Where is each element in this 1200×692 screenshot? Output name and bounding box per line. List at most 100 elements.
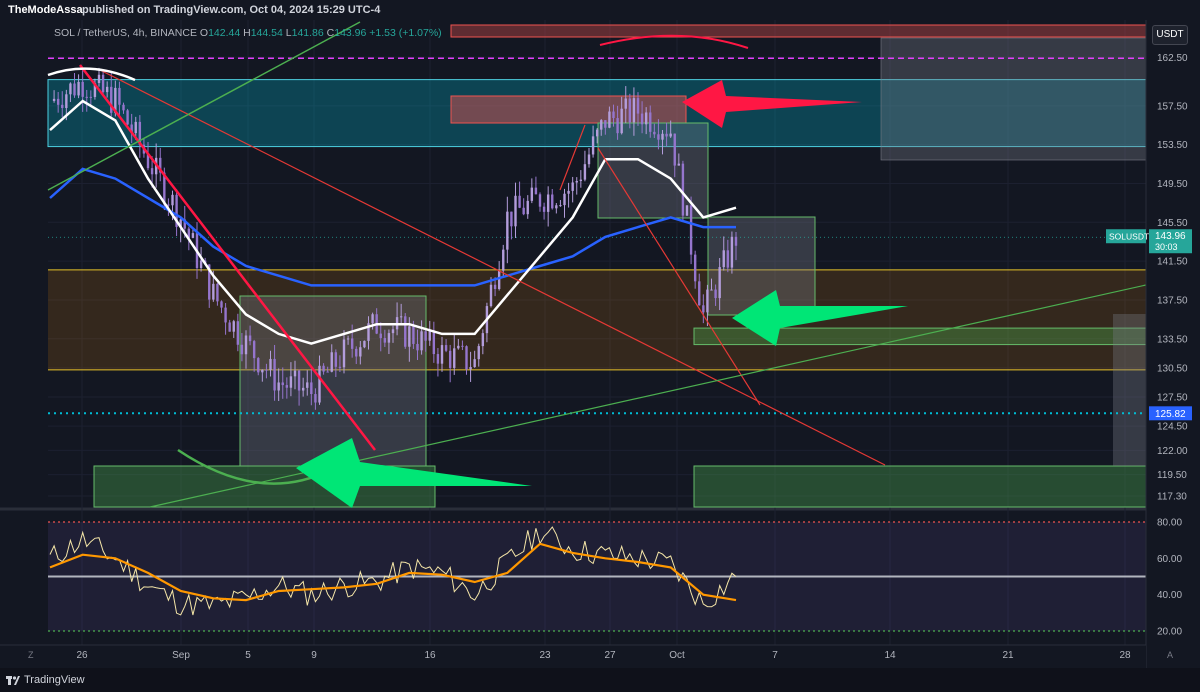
candle-body xyxy=(220,301,223,308)
auto-scale-toggle[interactable]: A xyxy=(1167,650,1173,660)
price-tick-label: 157.50 xyxy=(1157,101,1188,112)
candle-body xyxy=(595,129,599,137)
candle-body xyxy=(432,330,436,355)
open-value: 142.44 xyxy=(208,27,241,39)
open-label: O xyxy=(199,27,209,39)
candle-body xyxy=(159,157,162,173)
candle-body xyxy=(277,382,280,391)
close-value: 143.96 xyxy=(334,27,367,39)
candle-body xyxy=(350,338,354,349)
price-axis[interactable] xyxy=(1146,20,1200,668)
candle-body xyxy=(653,131,656,135)
candle-body xyxy=(481,333,485,347)
candle-body xyxy=(179,219,182,227)
candle-body xyxy=(469,367,472,370)
candle-body xyxy=(636,98,640,114)
candle-body xyxy=(681,163,685,216)
candle-body xyxy=(583,164,587,180)
candle-body xyxy=(306,382,309,388)
candle-body xyxy=(289,376,293,388)
brand-name[interactable]: TradingView xyxy=(24,674,85,686)
candle-body xyxy=(526,200,529,215)
publish-info: published on TradingView.com, Oct 04, 20… xyxy=(82,4,381,16)
candle-body xyxy=(453,348,456,368)
range-box xyxy=(1113,314,1146,466)
candle-body xyxy=(685,205,689,216)
candle-body xyxy=(722,250,725,268)
highlight-curve xyxy=(47,67,136,82)
candle-body xyxy=(591,136,595,155)
candle-body xyxy=(326,371,329,373)
candle-body xyxy=(420,331,423,351)
currency-button[interactable]: USDT xyxy=(1152,25,1188,45)
time-tick-label: 26 xyxy=(76,650,88,661)
candle-body xyxy=(383,338,387,343)
candle-body xyxy=(534,187,538,195)
drawings xyxy=(47,21,1147,508)
publish-header: TheModeAssa published on TradingView.com,… xyxy=(0,0,1200,20)
candle-body xyxy=(105,86,109,93)
time-axis-labels: 26 Sep 5 9 16 23 27 Oct 7 14 21 28 xyxy=(76,650,1131,661)
candle-body xyxy=(81,81,84,97)
candle-body xyxy=(538,194,542,207)
candle-body xyxy=(718,267,721,299)
candle-body xyxy=(665,133,668,137)
candle-body xyxy=(620,108,623,134)
candle-body xyxy=(698,281,701,306)
candle-body xyxy=(97,74,101,83)
high-value: 144.54 xyxy=(250,27,283,39)
candle-body xyxy=(252,341,256,359)
candle-body xyxy=(273,358,276,391)
candle-body xyxy=(56,98,60,105)
candle-body xyxy=(546,194,550,212)
red-arrow xyxy=(682,80,862,128)
candle-body xyxy=(163,172,166,205)
candle-body xyxy=(542,206,546,212)
time-axis[interactable] xyxy=(0,645,1146,668)
price-tick-label: 162.50 xyxy=(1157,53,1188,64)
candle-body xyxy=(69,83,72,95)
rsi-indicator xyxy=(48,521,1146,632)
candle-body xyxy=(346,338,350,340)
candle-body xyxy=(571,182,574,191)
candle-body xyxy=(497,270,501,290)
rsi-pane[interactable] xyxy=(48,512,1146,658)
low-label: L xyxy=(285,27,292,39)
candle-body xyxy=(391,329,395,334)
candle-body xyxy=(518,195,521,208)
footer-bar xyxy=(0,668,1200,692)
highlight-curve xyxy=(599,34,749,49)
candle-body xyxy=(408,326,411,347)
symbol-name[interactable]: SOL / TetherUS, 4h, BINANCE xyxy=(54,27,197,39)
candle-body xyxy=(440,345,444,364)
last-price-value: 143.96 xyxy=(1155,231,1186,242)
candle-body xyxy=(134,121,137,134)
ema-slow-line xyxy=(49,167,736,287)
candle-body xyxy=(502,249,505,271)
symbol-legend: SOL / TetherUS, 4h, BINANCE O142.44 H144… xyxy=(54,27,442,39)
low-value: 141.86 xyxy=(291,27,324,39)
candle-body xyxy=(567,190,570,194)
price-tick-label: 153.50 xyxy=(1157,140,1188,151)
time-tick-label: 5 xyxy=(245,650,251,661)
candle-body xyxy=(330,352,333,372)
publisher-name[interactable]: TheModeAssa xyxy=(8,4,83,16)
close-label: C xyxy=(326,27,335,39)
time-tick-label: 9 xyxy=(311,650,317,661)
candle-body xyxy=(522,207,525,215)
candle-body xyxy=(232,321,235,332)
candle-body xyxy=(297,370,301,391)
candle-body xyxy=(628,98,632,123)
candle-body xyxy=(183,219,186,229)
last-price-tag xyxy=(1149,229,1192,254)
bar-countdown: 30:03 xyxy=(1155,242,1178,252)
candle-body xyxy=(444,345,448,351)
log-scale-toggle[interactable]: Z xyxy=(28,650,34,660)
candle-body xyxy=(199,260,203,269)
candle-body xyxy=(506,211,509,250)
candle-body xyxy=(355,348,358,357)
candle-body xyxy=(424,331,427,341)
candle-body xyxy=(379,333,382,339)
